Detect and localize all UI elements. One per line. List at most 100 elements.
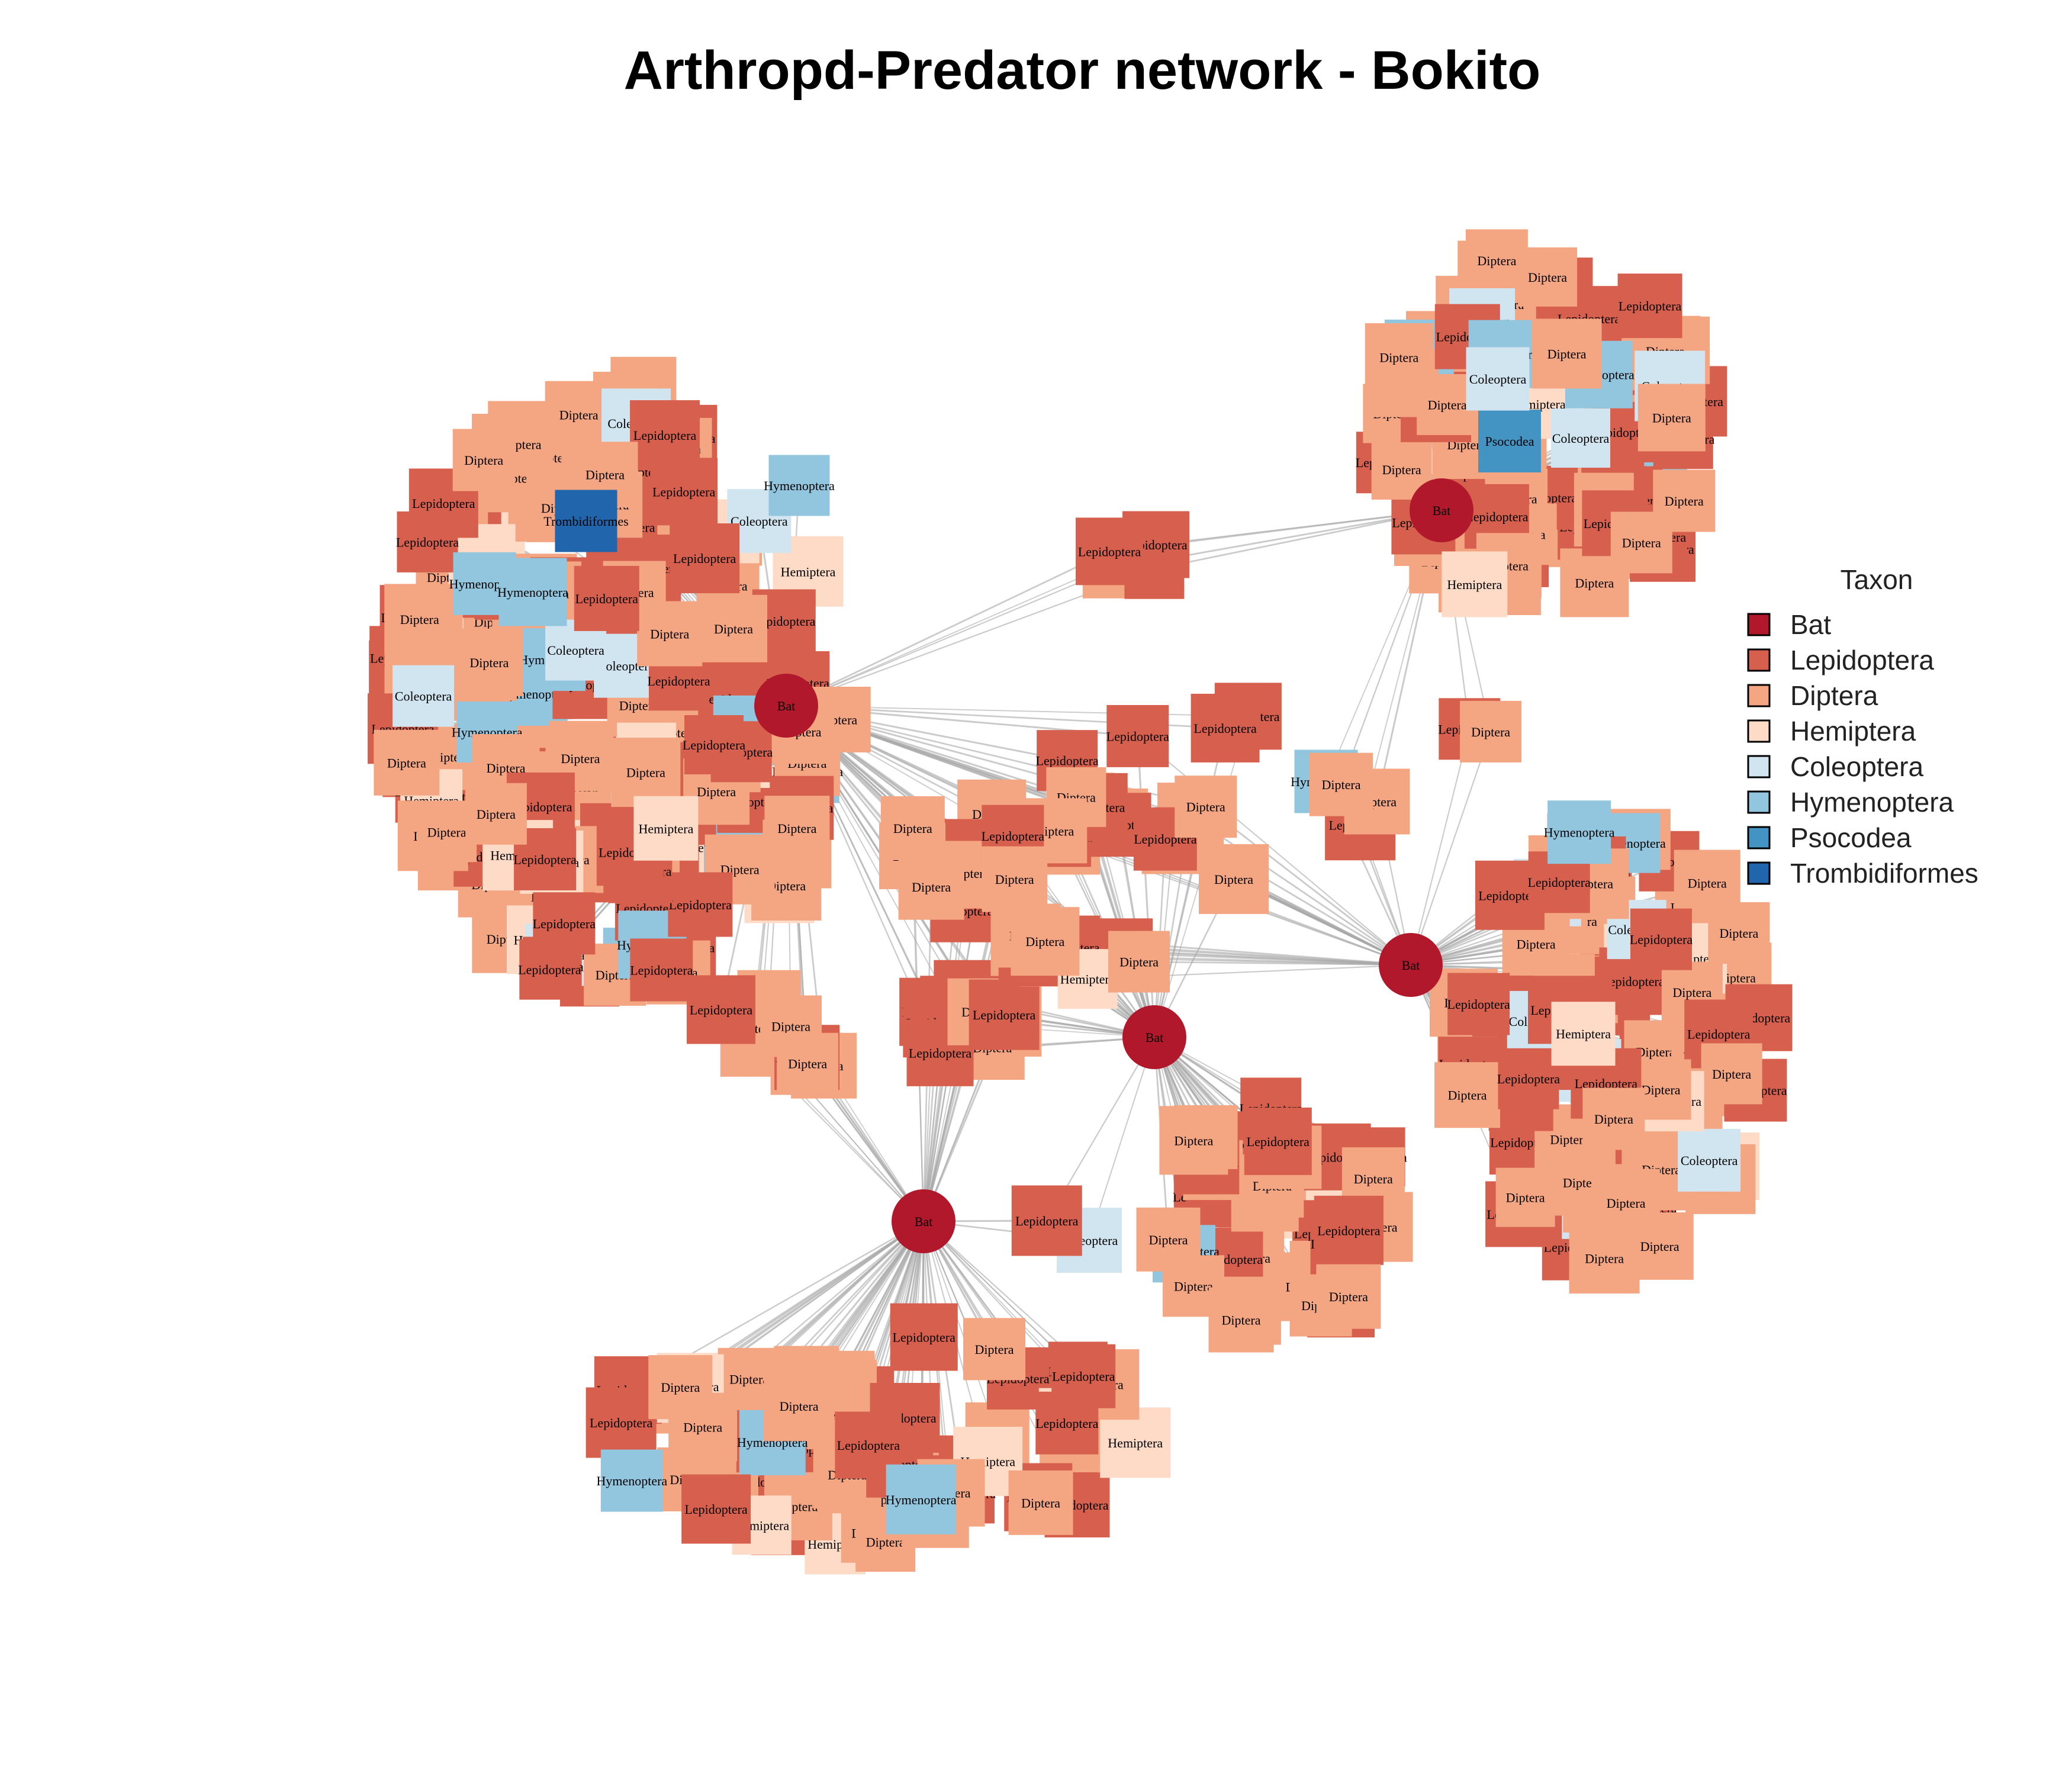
prey-node-label: Diptera xyxy=(1594,1112,1633,1127)
prey-node-label: Diptera xyxy=(729,1372,768,1386)
prey-node-square xyxy=(1051,1344,1116,1408)
prey-node-label: Diptera xyxy=(400,612,439,627)
prey-node-label: Diptera xyxy=(661,1380,700,1395)
prey-node-label: Diptera xyxy=(777,821,816,836)
prey-node-label: Hemiptera xyxy=(781,564,836,579)
prey-node-diptera: Diptera xyxy=(963,1318,1026,1381)
prey-node-lepidoptera: Lepidoptera xyxy=(686,975,755,1044)
prey-node-label: Coleoptera xyxy=(731,514,788,529)
prey-node-label: Diptera xyxy=(1025,934,1064,949)
prey-node-square xyxy=(455,628,523,696)
prey-node-lepidoptera: Lepidoptera xyxy=(1497,1048,1560,1109)
prey-node-diptera: Diptera xyxy=(465,783,527,845)
prey-node-label: Lepidoptera xyxy=(513,852,577,867)
prey-node-coleoptera: Coleoptera xyxy=(392,665,455,727)
prey-node-square xyxy=(668,872,733,937)
prey-node-label: Diptera xyxy=(1382,462,1421,477)
edge xyxy=(1410,729,1471,966)
prey-node-label: Diptera xyxy=(1607,1196,1646,1211)
prey-node-label: Diptera xyxy=(1665,494,1704,509)
edge xyxy=(1139,961,1411,966)
prey-node-lepidoptera: Lepidoptera xyxy=(1051,1344,1116,1408)
prey-node-label: Diptera xyxy=(427,825,466,840)
prey-node-label: Diptera xyxy=(697,784,736,799)
prey-node-label: Diptera xyxy=(1329,1289,1368,1304)
prey-node-square xyxy=(1108,931,1170,993)
prey-node-lepidoptera: Lepidoptera xyxy=(1630,908,1693,970)
prey-node-label: Diptera xyxy=(477,807,516,822)
prey-node-label: Psocodea xyxy=(1485,434,1534,449)
prey-node-label: Coleoptera xyxy=(1681,1153,1738,1168)
prey-node-square xyxy=(1518,247,1578,307)
prey-node-square xyxy=(1551,1002,1616,1066)
prey-node-square xyxy=(1365,323,1433,392)
bat-node-circle xyxy=(754,674,818,738)
prey-node-lepidoptera: Lepidoptera xyxy=(1011,1185,1082,1256)
prey-node-label: Lepidoptera xyxy=(590,1415,653,1430)
prey-node-square xyxy=(1316,1264,1381,1329)
prey-node-square xyxy=(374,729,440,796)
prey-node-hymenoptera: Hymenoptera xyxy=(764,455,835,516)
bat-node-label: Bat xyxy=(1433,503,1451,518)
prey-node-square xyxy=(585,1387,657,1458)
legend-label-trombidiformes: Trombidiformes xyxy=(1790,858,1978,889)
prey-node-label: Lepidoptera xyxy=(973,1008,1036,1022)
prey-node-square xyxy=(1442,551,1508,617)
prey-node-square xyxy=(898,854,964,920)
legend-label-lepidoptera: Lepidoptera xyxy=(1790,645,1934,675)
prey-node-label: Diptera xyxy=(1642,1082,1681,1097)
prey-node-label: Lepidoptera xyxy=(982,829,1045,844)
prey-node-label: Lepidoptera xyxy=(633,428,697,443)
prey-node-lepidoptera: Lepidoptera xyxy=(533,892,596,955)
legend-label-hymenoptera: Hymenoptera xyxy=(1790,787,1954,818)
prey-node-label: Diptera xyxy=(1547,346,1587,361)
prey-node-hemiptera: Hemiptera xyxy=(1551,1002,1616,1066)
prey-node-square xyxy=(1076,517,1144,585)
prey-node-label: Diptera xyxy=(469,655,509,670)
prey-node-label: Diptera xyxy=(788,1057,827,1072)
prey-node-diptera: Diptera xyxy=(1365,323,1433,392)
prey-node-diptera: Diptera xyxy=(611,738,681,807)
prey-node-square xyxy=(1159,1106,1228,1175)
prey-node-square xyxy=(963,1318,1026,1381)
prey-node-label: Lepidoptera xyxy=(1015,1214,1079,1228)
prey-node-square xyxy=(648,1355,713,1420)
prey-node-diptera: Diptera xyxy=(1159,1106,1228,1175)
prey-node-square xyxy=(555,490,617,552)
prey-node-square xyxy=(650,458,718,526)
bat-node-circle xyxy=(1410,478,1473,542)
bat-node-2: Bat xyxy=(1410,478,1473,542)
prey-node-square xyxy=(1314,1195,1384,1265)
legend-items: Bat Lepidoptera Diptera Hemiptera Coleoptera… xyxy=(1747,609,1978,889)
bat-node-4: Bat xyxy=(1122,1005,1186,1069)
prey-node-label: Diptera xyxy=(1379,350,1418,365)
edge xyxy=(786,568,1113,707)
prey-node-diptera: Diptera xyxy=(1175,776,1237,838)
prey-node-label: Lepidoptera xyxy=(647,674,710,688)
edge xyxy=(1137,735,1411,966)
prey-node-square xyxy=(611,738,681,807)
prey-node-diptera: Diptera xyxy=(452,429,515,491)
prey-node-label: Lepidoptera xyxy=(1619,299,1682,314)
prey-node-diptera: Diptera xyxy=(1434,1062,1501,1128)
prey-node-lepidoptera: Lepidoptera xyxy=(683,715,745,775)
bat-node-label: Bat xyxy=(777,699,796,713)
prey-node-lepidoptera: Lepidoptera xyxy=(650,458,718,526)
prey-node-square xyxy=(1244,1107,1312,1175)
legend-label-hemiptera: Hemiptera xyxy=(1790,716,1916,747)
prey-node-label: Diptera xyxy=(650,626,689,641)
prey-node-label: Diptera xyxy=(561,751,600,766)
prey-node-diptera: Diptera xyxy=(880,796,945,861)
prey-node-square xyxy=(1653,469,1716,532)
prey-node-label: Lepidoptera xyxy=(673,551,736,566)
prey-node-psocodea: Psocodea xyxy=(1478,410,1541,472)
prey-node-lepidoptera: Lepidoptera xyxy=(1133,807,1197,871)
prey-node-lepidoptera: Lepidoptera xyxy=(513,828,577,890)
prey-node-label: Diptera xyxy=(1174,1279,1213,1294)
prey-node-label: Diptera xyxy=(1585,1251,1624,1266)
prey-node-label: Hemiptera xyxy=(638,821,693,836)
prey-node-hymenoptera: Hymenoptera xyxy=(596,1449,667,1512)
prey-node-diptera: Diptera xyxy=(1460,700,1522,762)
bat-nodes-layer: Bat Bat Bat Bat Bat xyxy=(754,478,1473,1253)
prey-node-label: Diptera xyxy=(995,872,1034,887)
